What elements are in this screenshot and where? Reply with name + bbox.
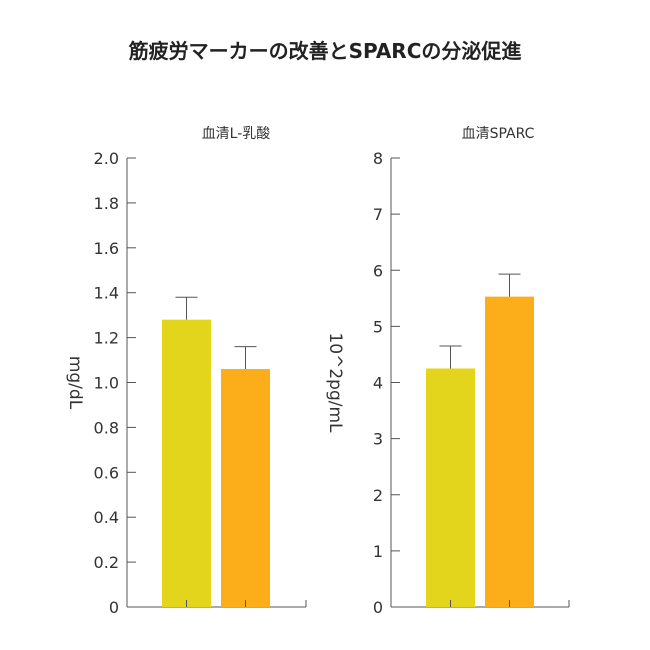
sparc-y-tick-label: 1 bbox=[373, 542, 383, 561]
figure-title: 筋疲労マーカーの改善とSPARCの分泌促進 bbox=[129, 39, 522, 63]
sparc-bar bbox=[485, 296, 534, 607]
sparc-y-tick-label: 0 bbox=[373, 598, 383, 617]
lactate-y-tick-label: 2.0 bbox=[94, 149, 119, 168]
sparc-y-tick-label: 3 bbox=[373, 430, 383, 449]
lactate-y-tick-label: 0 bbox=[109, 598, 119, 617]
sparc-chart-panel: 血清SPARC 10^2pg/mL 0 1 2 3 4 5 6 7 8 bbox=[325, 126, 570, 617]
lactate-y-axis-label: mg/dL bbox=[65, 356, 85, 410]
sparc-y-tick-label: 7 bbox=[373, 205, 383, 224]
lactate-chart-panel: 血清L-乳酸 mg/dL 0 0.2 0.4 0.6 0.8 1.0 1.2 1.4 1.6 1.8 2… bbox=[65, 126, 307, 617]
sparc-bar bbox=[426, 368, 475, 607]
lactate-y-tick-label: 0.6 bbox=[94, 463, 119, 482]
sparc-y-tick-label: 8 bbox=[373, 149, 383, 168]
lactate-y-tick-label: 1.8 bbox=[94, 194, 119, 213]
lactate-y-tick-label: 1.6 bbox=[94, 239, 119, 258]
lactate-y-tick-label: 1.0 bbox=[94, 374, 119, 393]
lactate-chart-title: 血清L-乳酸 bbox=[202, 126, 271, 142]
lactate-y-tick-label: 1.4 bbox=[94, 284, 119, 303]
lactate-bar bbox=[221, 369, 270, 607]
lactate-bar bbox=[162, 319, 211, 607]
lactate-y-tick-label: 0.2 bbox=[94, 553, 119, 572]
lactate-y-tick-label: 0.4 bbox=[94, 508, 119, 527]
sparc-y-tick-label: 2 bbox=[373, 486, 383, 505]
lactate-y-tick-label: 1.2 bbox=[94, 329, 119, 348]
sparc-y-tick-label: 4 bbox=[373, 374, 383, 393]
sparc-y-tick-label: 6 bbox=[373, 261, 383, 280]
sparc-chart-title: 血清SPARC bbox=[462, 126, 535, 142]
sparc-y-tick-label: 5 bbox=[373, 317, 383, 336]
sparc-y-axis-label: 10^2pg/mL bbox=[325, 332, 345, 433]
lactate-y-tick-label: 0.8 bbox=[94, 418, 119, 437]
